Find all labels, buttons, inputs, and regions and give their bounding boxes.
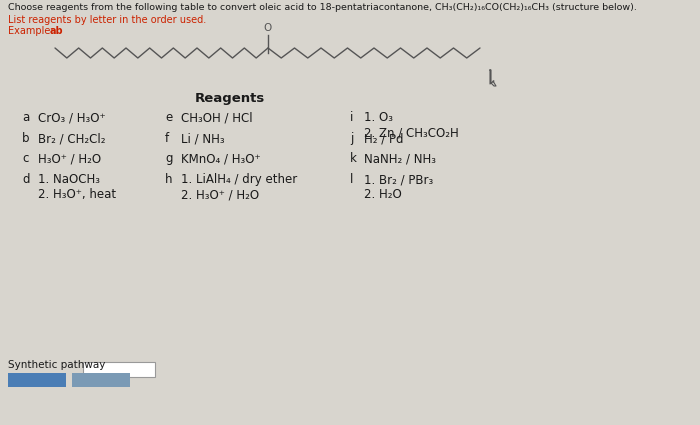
Text: l: l: [350, 173, 354, 186]
Text: 1. LiAlH₄ / dry ether
2. H₃O⁺ / H₂O: 1. LiAlH₄ / dry ether 2. H₃O⁺ / H₂O: [181, 173, 298, 201]
Text: KMnO₄ / H₃O⁺: KMnO₄ / H₃O⁺: [181, 152, 260, 165]
Text: Li / NH₃: Li / NH₃: [181, 132, 225, 145]
Text: f: f: [165, 132, 169, 145]
Text: ab: ab: [50, 26, 64, 36]
Text: Example:: Example:: [8, 26, 57, 36]
Text: 1. NaOCH₃
2. H₃O⁺, heat: 1. NaOCH₃ 2. H₃O⁺, heat: [38, 173, 116, 201]
Text: NaNH₂ / NH₃: NaNH₂ / NH₃: [364, 152, 436, 165]
Text: i: i: [350, 111, 354, 124]
FancyBboxPatch shape: [72, 373, 130, 387]
Text: c: c: [22, 152, 29, 165]
Text: Synthetic pathway: Synthetic pathway: [8, 360, 106, 370]
Text: b: b: [22, 132, 29, 145]
Text: Reagents: Reagents: [195, 92, 265, 105]
Text: Choose reagents from the following table to convert oleic acid to 18-pentatriaco: Choose reagents from the following table…: [8, 3, 637, 12]
Text: CrO₃ / H₃O⁺: CrO₃ / H₃O⁺: [38, 111, 106, 124]
Text: 1. O₃
2. Zn / CH₃CO₂H: 1. O₃ 2. Zn / CH₃CO₂H: [364, 111, 458, 139]
Text: h: h: [165, 173, 172, 186]
Text: j: j: [350, 132, 354, 145]
Text: H₃O⁺ / H₂O: H₃O⁺ / H₂O: [38, 152, 101, 165]
Text: CH₃OH / HCl: CH₃OH / HCl: [181, 111, 253, 124]
Text: k: k: [350, 152, 357, 165]
Text: 1. Br₂ / PBr₃
2. H₂O: 1. Br₂ / PBr₃ 2. H₂O: [364, 173, 433, 201]
Text: e: e: [165, 111, 172, 124]
Text: Br₂ / CH₂Cl₂: Br₂ / CH₂Cl₂: [38, 132, 106, 145]
Text: List reagents by letter in the order used.: List reagents by letter in the order use…: [8, 15, 206, 25]
Text: g: g: [165, 152, 172, 165]
FancyBboxPatch shape: [83, 362, 155, 377]
FancyBboxPatch shape: [8, 373, 66, 387]
Text: H₂ / Pd: H₂ / Pd: [364, 132, 403, 145]
Polygon shape: [490, 70, 496, 86]
Text: d: d: [22, 173, 29, 186]
Text: a: a: [22, 111, 29, 124]
Text: O: O: [264, 23, 272, 33]
